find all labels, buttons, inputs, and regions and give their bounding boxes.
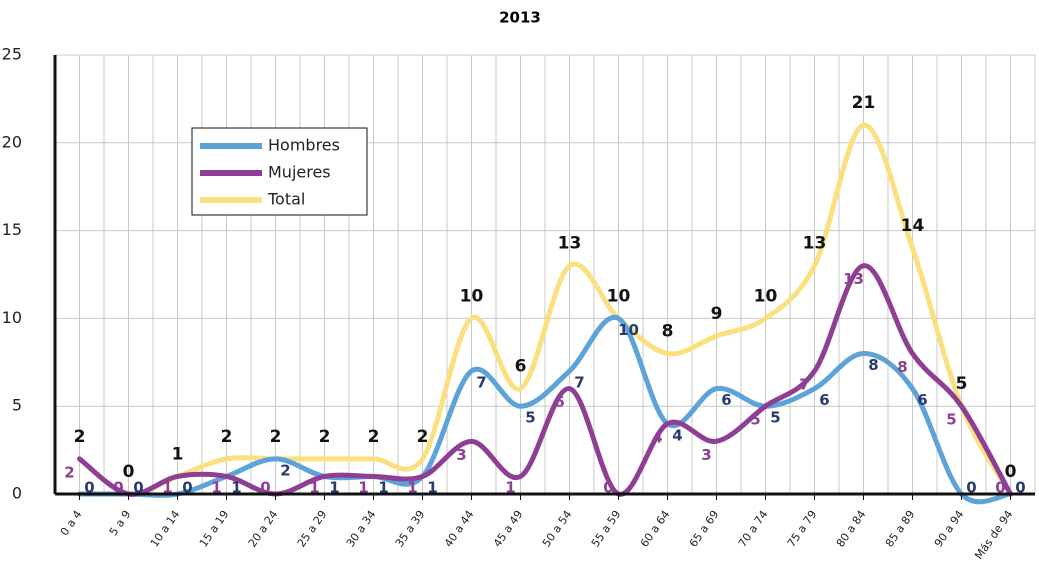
data-label: 7 bbox=[574, 374, 584, 392]
legend-label: Mujeres bbox=[268, 163, 331, 182]
data-label: 0 bbox=[966, 479, 976, 497]
data-label: 1 bbox=[407, 479, 417, 497]
x-tick-label: 35 a 39 bbox=[393, 508, 428, 550]
data-label: 1 bbox=[358, 479, 368, 497]
x-tick-label: 75 a 79 bbox=[785, 508, 820, 550]
data-label: 0 bbox=[1005, 462, 1017, 482]
x-tick-label: Más de 94 bbox=[972, 508, 1015, 562]
data-label: 9 bbox=[711, 304, 723, 324]
data-label: 10 bbox=[607, 286, 631, 306]
data-label: 4 bbox=[652, 428, 662, 446]
data-label: 0 bbox=[1015, 479, 1025, 497]
data-label: 2 bbox=[221, 427, 233, 447]
x-tick-label: 90 a 94 bbox=[932, 508, 967, 550]
y-tick-label: 5 bbox=[12, 396, 22, 415]
data-label: 6 bbox=[721, 391, 731, 409]
data-label: 5 bbox=[750, 411, 760, 429]
series-line bbox=[77, 314, 1013, 505]
series-line bbox=[77, 263, 1013, 497]
x-tick-label: 15 a 19 bbox=[197, 508, 232, 550]
x-tick-label: 70 a 74 bbox=[736, 508, 771, 550]
x-tick-label: 45 a 49 bbox=[491, 508, 526, 550]
data-label: 1 bbox=[505, 479, 515, 497]
data-label: 5 bbox=[525, 409, 535, 427]
x-tick-label: 65 a 69 bbox=[687, 508, 722, 550]
x-tick-label: 30 a 34 bbox=[344, 508, 379, 550]
data-label: 0 bbox=[260, 479, 270, 497]
data-label: 0 bbox=[123, 462, 135, 482]
x-tick-label: 0 a 4 bbox=[58, 508, 85, 538]
data-label: 13 bbox=[558, 234, 582, 254]
data-label: 3 bbox=[456, 446, 466, 464]
data-label: 1 bbox=[378, 479, 388, 497]
x-tick-label: 5 a 9 bbox=[107, 508, 134, 538]
data-label: 10 bbox=[754, 286, 778, 306]
data-label: 5 bbox=[946, 411, 956, 429]
y-tick-label: 0 bbox=[12, 484, 22, 503]
data-label: 6 bbox=[554, 393, 564, 411]
plot bbox=[77, 122, 1013, 505]
data-label: 21 bbox=[852, 93, 876, 113]
x-tick-label: 50 a 54 bbox=[540, 508, 575, 550]
data-label: 2 bbox=[280, 461, 290, 479]
data-label: 1 bbox=[329, 479, 339, 497]
data-label: 5 bbox=[956, 374, 968, 394]
data-label: 7 bbox=[476, 374, 486, 392]
legend: Hombres Mujeres Total bbox=[191, 127, 368, 216]
data-label: 0 bbox=[995, 479, 1005, 497]
data-label: 8 bbox=[662, 322, 674, 342]
x-tick-label: 85 a 89 bbox=[883, 508, 918, 550]
data-label: 0 bbox=[603, 479, 613, 497]
data-label: 2 bbox=[319, 427, 331, 447]
y-tick-label: 25 bbox=[2, 45, 22, 64]
data-label: 6 bbox=[819, 391, 829, 409]
data-label: 14 bbox=[901, 216, 925, 236]
x-tick-label: 55 a 59 bbox=[589, 508, 624, 550]
data-label: 0 bbox=[84, 479, 94, 497]
data-label: 0 bbox=[113, 479, 123, 497]
x-tick-label: 40 a 44 bbox=[442, 508, 477, 550]
data-label: 2 bbox=[74, 427, 86, 447]
y-tick-label: 10 bbox=[2, 308, 22, 327]
data-label: 1 bbox=[162, 479, 172, 497]
data-label: 10 bbox=[618, 321, 639, 339]
data-label: 8 bbox=[897, 358, 907, 376]
y-tick-label: 15 bbox=[2, 220, 22, 239]
data-label: 8 bbox=[868, 356, 878, 374]
legend-label: Total bbox=[267, 190, 305, 209]
data-label: 13 bbox=[803, 234, 827, 254]
data-label: 6 bbox=[515, 357, 527, 377]
data-label: 3 bbox=[701, 446, 711, 464]
data-label: 13 bbox=[843, 270, 864, 288]
y-tick-label: 20 bbox=[2, 132, 22, 151]
x-tick-label: 60 a 64 bbox=[638, 508, 673, 550]
data-label: 6 bbox=[917, 391, 927, 409]
data-label: 2 bbox=[368, 427, 380, 447]
x-tick-label: 80 a 84 bbox=[834, 508, 869, 550]
x-tick-label: 25 a 29 bbox=[295, 508, 330, 550]
x-tick-label: 20 a 24 bbox=[246, 508, 281, 550]
data-label: 1 bbox=[309, 479, 319, 497]
chart-title: 2013 bbox=[499, 9, 541, 27]
data-label: 7 bbox=[799, 376, 809, 394]
data-label: 1 bbox=[231, 479, 241, 497]
data-label: 2 bbox=[417, 427, 429, 447]
data-label: 1 bbox=[211, 479, 221, 497]
data-label: 0 bbox=[182, 479, 192, 497]
data-label: 5 bbox=[770, 409, 780, 427]
legend-label: Hombres bbox=[268, 136, 340, 155]
data-label: 0 bbox=[133, 479, 143, 497]
data-label: 1 bbox=[172, 444, 184, 464]
data-label: 1 bbox=[427, 479, 437, 497]
data-label: 2 bbox=[64, 463, 74, 481]
data-label: 10 bbox=[460, 286, 484, 306]
data-label: 4 bbox=[672, 426, 682, 444]
x-tick-label: 10 a 14 bbox=[148, 508, 183, 550]
data-label: 2 bbox=[270, 427, 282, 447]
